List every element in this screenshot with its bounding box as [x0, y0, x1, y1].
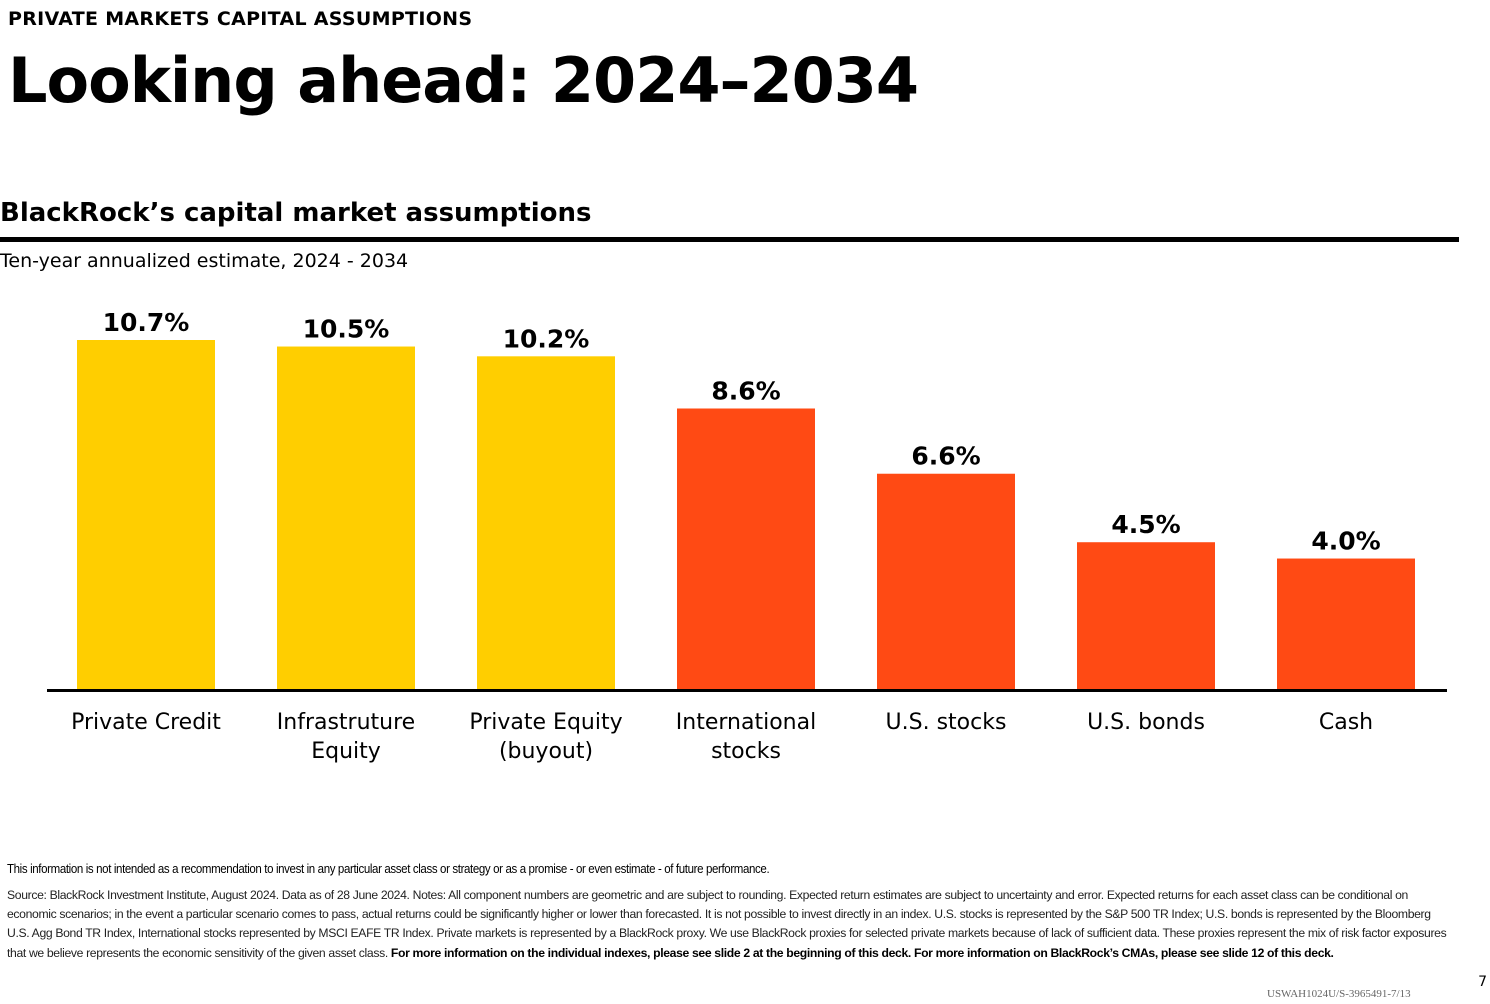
document-code: USWAH1024U/S-3965491-7/13	[1267, 988, 1411, 1000]
eyebrow-label: PRIVATE MARKETS CAPITAL ASSUMPTIONS	[8, 8, 473, 30]
source-notes: Source: BlackRock Investment Institute, …	[7, 888, 1447, 960]
source-text: Source: BlackRock Investment Institute, …	[7, 886, 1447, 963]
bar-5	[1077, 542, 1215, 689]
data-label-0: 10.7%	[103, 308, 190, 337]
category-label-5-0: U.S. bonds	[1087, 710, 1205, 735]
bar-chart: 10.7% Private Credit 10.5% Infrastruture Equ…	[47, 308, 1447, 764]
disclaimer-text: This information is not intended as a re…	[7, 862, 770, 876]
category-label-0-0: Private Credit	[71, 710, 221, 735]
category-label-3-0: International	[676, 710, 816, 735]
bar-3	[677, 408, 815, 689]
bar-6	[1277, 558, 1415, 689]
data-label-5: 4.5%	[1111, 510, 1180, 539]
data-label-1: 10.5%	[303, 315, 390, 344]
data-label-6: 4.0%	[1311, 527, 1380, 556]
source-emphasis: For more information on the individual i…	[390, 945, 1334, 960]
bar-0	[77, 340, 215, 689]
data-label-2: 10.2%	[503, 324, 590, 353]
chart-title-rule	[0, 237, 1459, 242]
bar-2	[477, 356, 615, 689]
bar-4	[877, 473, 1015, 689]
data-label-3: 8.6%	[711, 376, 780, 405]
category-label-2-1: (buyout)	[499, 739, 593, 764]
footnotes: This information is not intended as a re…	[7, 862, 1447, 963]
category-label-4-0: U.S. stocks	[886, 710, 1007, 735]
category-label-1-0: Infrastruture	[277, 710, 415, 735]
category-label-6-0: Cash	[1319, 710, 1373, 735]
data-label-4: 6.6%	[911, 442, 980, 471]
category-label-3-1: stocks	[711, 739, 781, 764]
chart-title: BlackRock’s capital market assumptions	[0, 198, 592, 228]
category-label-1-1: Equity	[311, 739, 381, 764]
category-label-2-0: Private Equity	[469, 710, 622, 735]
chart-subtitle: Ten-year annualized estimate, 2024 - 203…	[0, 250, 409, 272]
bar-1	[277, 346, 415, 689]
page-number: 7	[1478, 974, 1487, 990]
page-title: Looking ahead: 2024–2034	[8, 44, 919, 117]
